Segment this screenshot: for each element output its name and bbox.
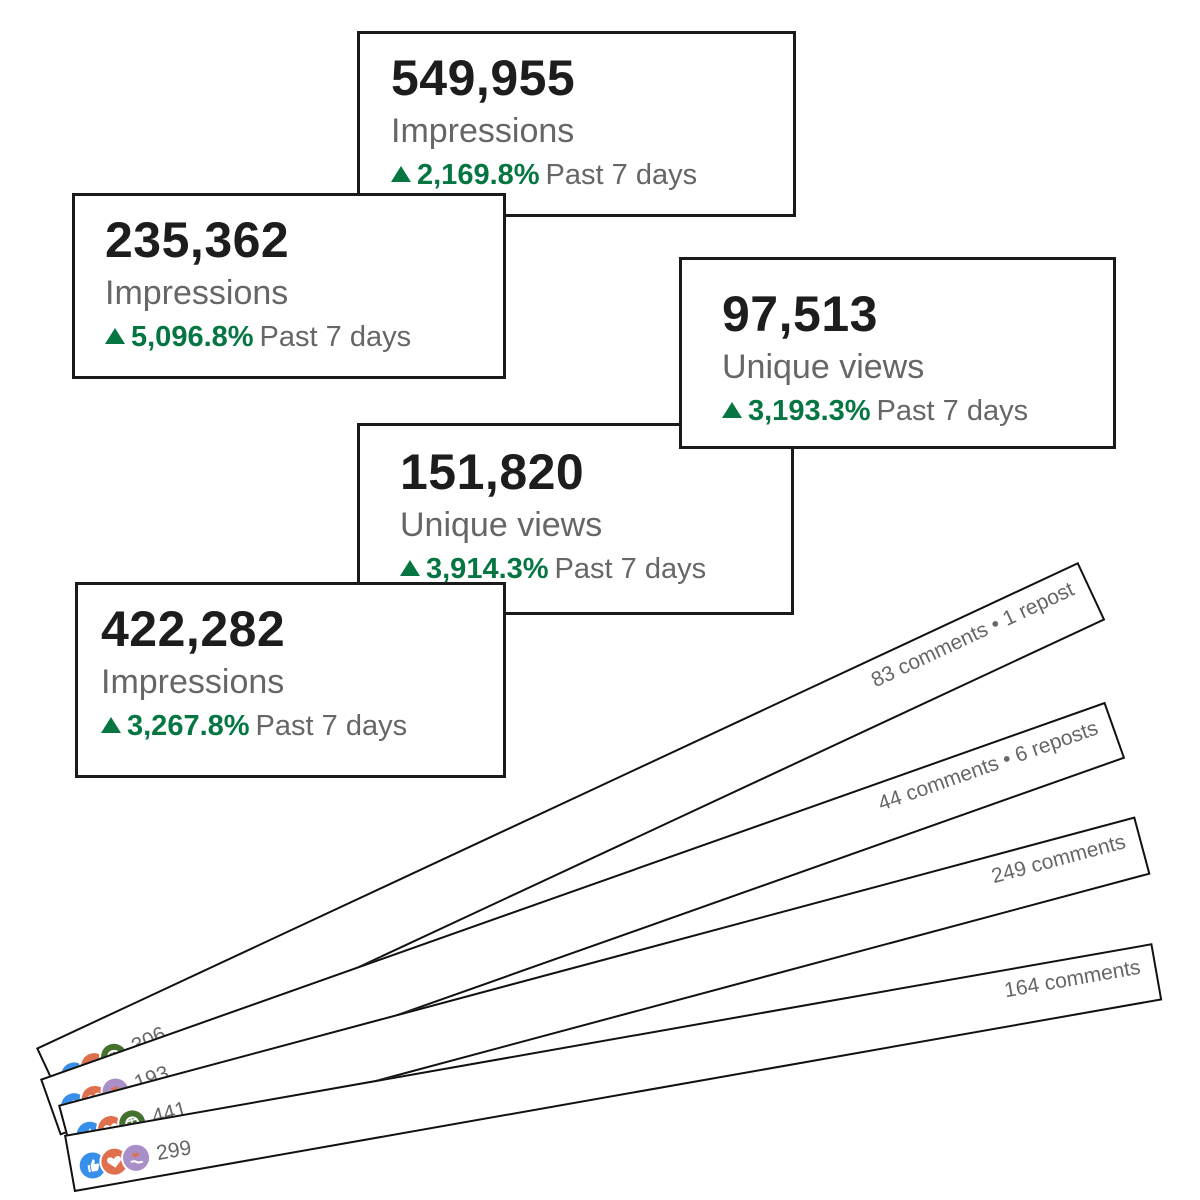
trend-row: 2,169.8% Past 7 days xyxy=(391,154,793,196)
trend-row: 3,267.8% Past 7 days xyxy=(101,705,503,747)
trend-up-icon xyxy=(105,328,125,344)
trend-row: 3,193.3% Past 7 days xyxy=(722,390,1113,432)
trend-period: Past 7 days xyxy=(545,159,698,191)
trend-percentage: 3,193.3% xyxy=(748,395,871,427)
metric-value: 549,955 xyxy=(391,50,576,106)
trend-period: Past 7 days xyxy=(554,553,707,585)
comments-reposts-count[interactable]: 44 comments • 6 reposts xyxy=(875,716,1102,816)
comments-count[interactable]: 164 comments xyxy=(1002,955,1143,1003)
reactions-summary[interactable]: 299 xyxy=(75,1133,194,1183)
metric-label: Impressions xyxy=(101,663,285,701)
metric-value: 97,513 xyxy=(722,286,878,342)
like-icon xyxy=(75,1148,111,1183)
trend-up-icon xyxy=(391,166,411,182)
post-social-strip: 299 164 comments xyxy=(64,943,1163,1193)
metric-label: Impressions xyxy=(105,274,289,312)
comments-count[interactable]: 249 comments xyxy=(989,830,1129,889)
trend-percentage: 3,914.3% xyxy=(426,553,549,585)
reaction-count[interactable]: 299 xyxy=(154,1136,194,1166)
trend-row: 3,914.3% Past 7 days xyxy=(400,548,791,590)
metric-value: 235,362 xyxy=(105,212,290,268)
metric-label: Unique views xyxy=(722,348,925,386)
trend-row: 5,096.8% Past 7 days xyxy=(105,316,503,358)
comments-reposts-count[interactable]: 83 comments • 1 repost xyxy=(867,577,1078,693)
trend-percentage: 2,169.8% xyxy=(417,159,540,191)
metric-card-unique-views-97513: 97,513 Unique views 3,193.3% Past 7 days xyxy=(679,257,1116,449)
trend-up-icon xyxy=(101,717,121,733)
trend-up-icon xyxy=(722,402,742,418)
trend-up-icon xyxy=(400,560,420,576)
support-icon xyxy=(118,1140,154,1176)
trend-period: Past 7 days xyxy=(259,321,412,353)
trend-percentage: 5,096.8% xyxy=(131,321,254,353)
trend-period: Past 7 days xyxy=(876,395,1029,427)
trend-percentage: 3,267.8% xyxy=(127,710,250,742)
metric-value: 422,282 xyxy=(101,601,286,657)
trend-period: Past 7 days xyxy=(255,710,408,742)
metric-card-impressions-422282: 422,282 Impressions 3,267.8% Past 7 days xyxy=(75,582,506,778)
metric-card-impressions-549955: 549,955 Impressions 2,169.8% Past 7 days xyxy=(357,31,796,217)
metric-label: Impressions xyxy=(391,112,575,150)
metric-card-impressions-235362: 235,362 Impressions 5,096.8% Past 7 days xyxy=(72,193,506,379)
metric-label: Unique views xyxy=(400,506,603,544)
love-icon xyxy=(97,1144,132,1180)
metric-value: 151,820 xyxy=(400,444,585,500)
